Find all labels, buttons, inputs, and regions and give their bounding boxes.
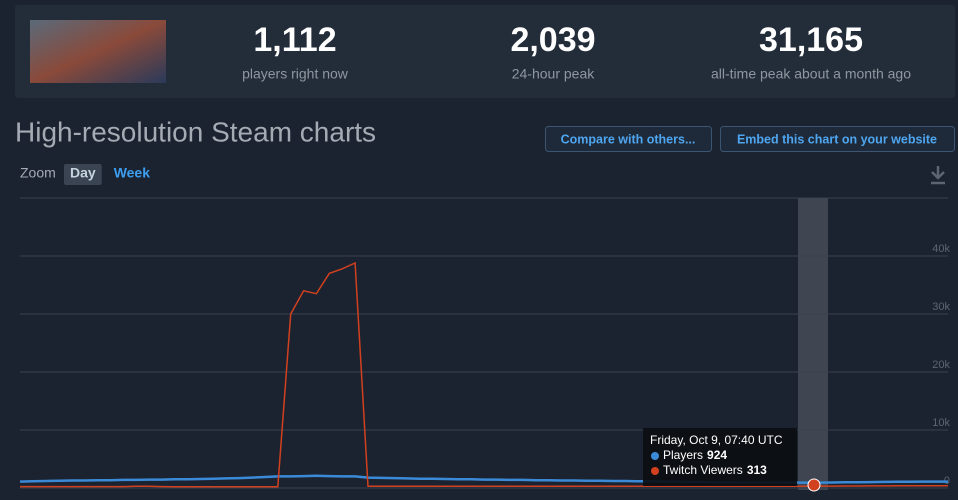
y-tick-label: 40k: [932, 243, 950, 255]
compare-button[interactable]: [545, 126, 712, 152]
zoom-option[interactable]: Day: [70, 165, 96, 181]
tooltip-row: Twitch Viewers 313: [663, 463, 767, 477]
game-image[interactable]: [30, 20, 166, 83]
stat-value: 31,165: [759, 21, 863, 59]
tooltip-series-name: Twitch Viewers: [663, 463, 743, 477]
download-icon[interactable]: [931, 166, 945, 185]
embed-button-label[interactable]: Embed this chart on your website: [737, 132, 937, 146]
zoom-option[interactable]: Week: [114, 165, 151, 181]
stats-panel: [15, 5, 955, 98]
stat-value: 2,039: [510, 21, 595, 59]
compare-button-label[interactable]: Compare with others...: [561, 132, 696, 146]
hover-band: [798, 198, 828, 490]
y-tick-label: 30k: [932, 301, 950, 313]
tooltip-swatch: [651, 452, 659, 460]
stat-value: 1,112: [253, 21, 336, 59]
stat-label: all-time peak about a month ago: [711, 66, 911, 82]
tooltip-series-name: Players: [663, 448, 703, 462]
series-line: [20, 261, 948, 488]
tooltip-value: 924: [707, 448, 727, 462]
zoom-label: Zoom: [20, 165, 56, 181]
download-glyph[interactable]: [931, 166, 945, 185]
embed-button[interactable]: [720, 126, 955, 152]
page-title: High-resolution Steam charts: [15, 116, 376, 147]
y-tick-label: 20k: [932, 359, 950, 371]
stat-label: players right now: [242, 66, 349, 82]
tooltip-box: [643, 428, 797, 486]
tooltip-title: Friday, Oct 9, 07:40 UTC: [650, 433, 783, 447]
tooltip-swatch: [651, 467, 659, 475]
zoom-option-bg: [64, 164, 102, 185]
tooltip-row: Players 924: [663, 448, 727, 462]
hover-marker: [807, 478, 821, 492]
y-tick-label: 10k: [932, 417, 950, 429]
stat-label: 24-hour peak: [512, 66, 596, 82]
tooltip-value: 313: [747, 463, 767, 477]
